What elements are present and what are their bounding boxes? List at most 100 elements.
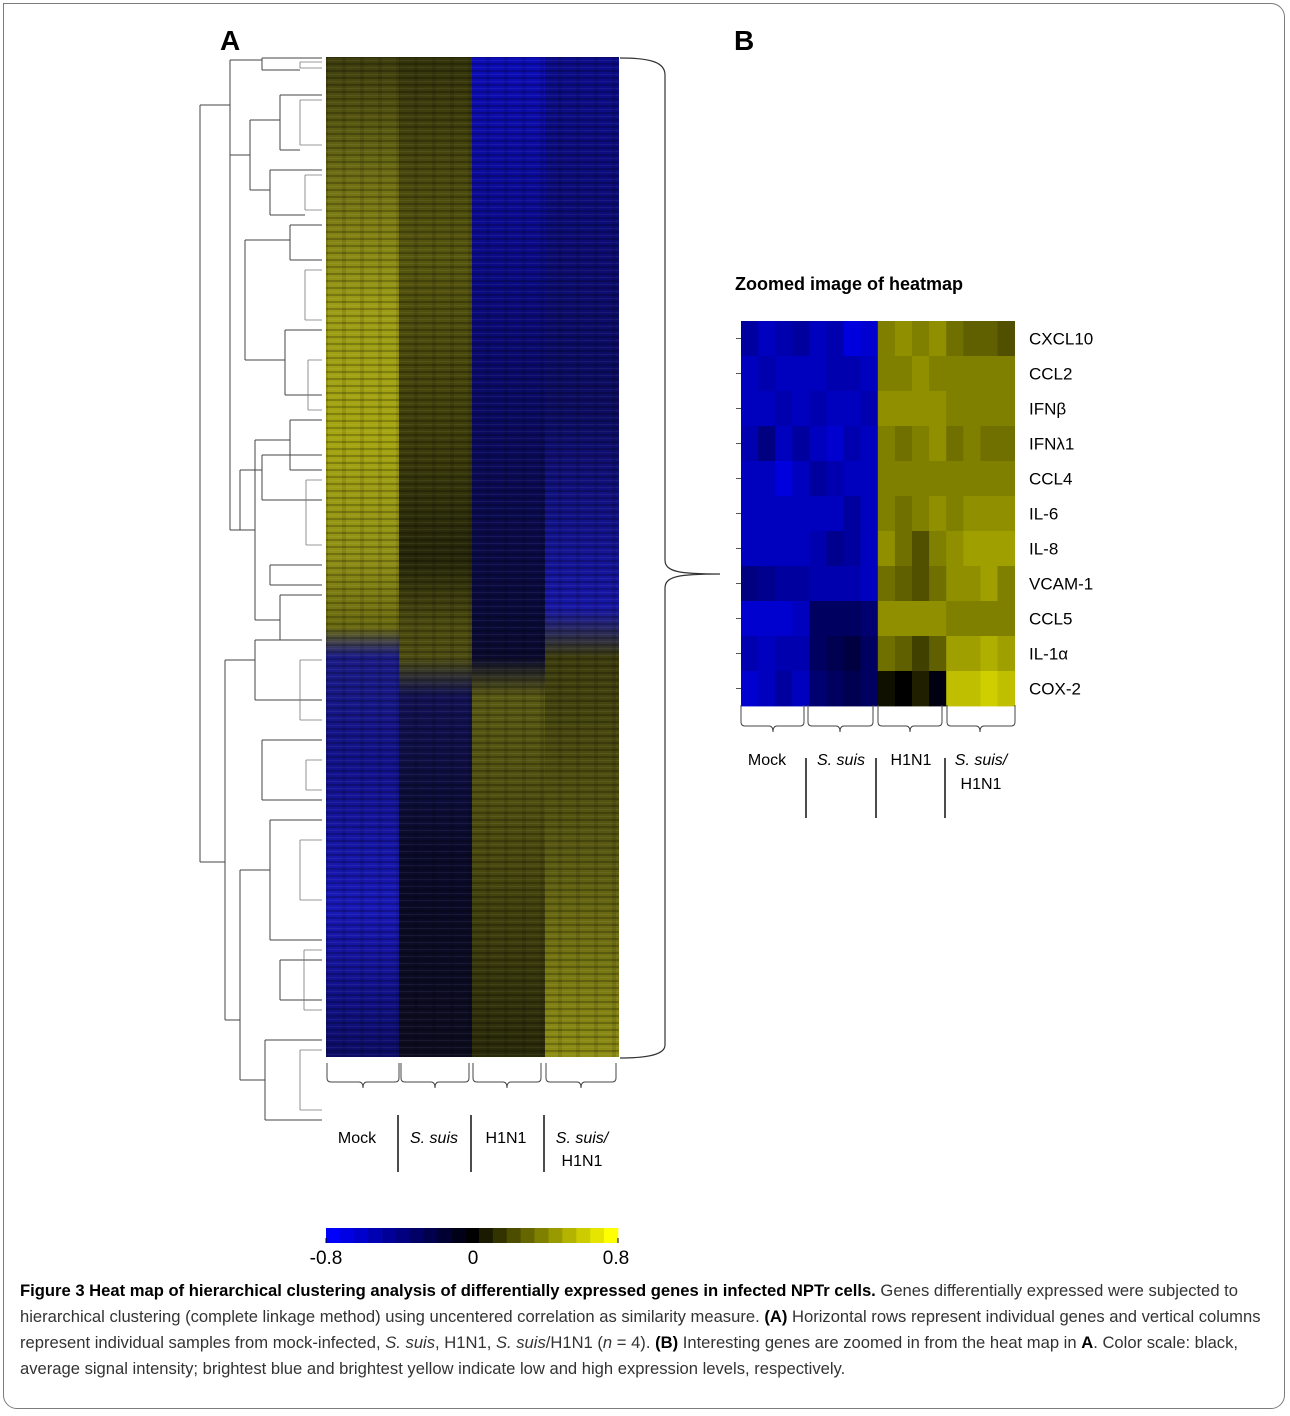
caption-label-a: (A) [764, 1307, 788, 1326]
zoom-cell [912, 671, 930, 707]
zoom-label-combo-1: S. suis/ [955, 752, 1009, 769]
main-label-combo-2: H1N1 [562, 1153, 603, 1170]
zoom-cell [929, 391, 947, 427]
zoom-cell [741, 601, 759, 637]
zoom-cell [997, 461, 1015, 497]
zoom-label-ssuis: S. suis [817, 752, 865, 769]
zoom-cell [758, 636, 776, 672]
zoom-cell [741, 566, 759, 602]
color-scale-swatch [339, 1228, 355, 1243]
zoom-cell [963, 566, 981, 602]
zoom-cell [809, 601, 827, 637]
zoom-cell [792, 601, 810, 637]
color-scale-bar [326, 1228, 619, 1243]
caption-text-a1: Horizontal rows represent individual gen… [20, 1307, 1261, 1352]
zoom-cell [894, 636, 913, 672]
zoom-cell [997, 566, 1015, 602]
zoom-cell [963, 391, 981, 427]
gene-label: IFNλ1 [1029, 435, 1074, 454]
zoom-cell [929, 496, 947, 532]
color-scale-swatch [437, 1228, 452, 1243]
zoom-cell [775, 426, 793, 462]
zoom-cell [946, 496, 964, 532]
color-scale-swatch [381, 1228, 396, 1243]
zoom-cell [860, 391, 879, 427]
zoom-cell [826, 356, 844, 392]
zoom-cell [980, 531, 998, 567]
zoom-cell [826, 671, 844, 707]
zoom-cell [980, 321, 998, 357]
zoom-cell [980, 566, 998, 602]
zoom-cell [843, 426, 862, 462]
color-scale-swatch [367, 1228, 382, 1243]
zoom-cell [929, 356, 947, 392]
zoom-label-mock: Mock [748, 752, 787, 769]
zoom-cell [946, 356, 964, 392]
color-scale-swatch [478, 1228, 494, 1243]
zoom-cell [929, 531, 947, 567]
zoom-cell [860, 496, 879, 532]
zoom-heatmap [741, 321, 1015, 707]
zoom-cell [741, 356, 759, 392]
zoom-cell [741, 461, 759, 497]
zoom-cell [980, 426, 998, 462]
zoom-cell [860, 601, 879, 637]
color-scale-mid: 0 [468, 1248, 479, 1269]
zoom-cell [963, 461, 981, 497]
zoom-cell [894, 391, 913, 427]
zoom-cell [912, 496, 930, 532]
zoom-cell [775, 391, 793, 427]
zoom-cell [758, 391, 776, 427]
main-heatmap [326, 57, 619, 1057]
zoom-label-h1n1: H1N1 [891, 752, 932, 769]
zoom-cell [741, 321, 759, 357]
zoom-cell [963, 601, 981, 637]
zoom-cell [792, 391, 810, 427]
zoom-cell [860, 356, 879, 392]
zoom-cell [877, 601, 896, 637]
zoom-cell [929, 671, 947, 707]
zoom-cell [792, 671, 810, 707]
zoom-cell [826, 461, 844, 497]
color-scale-swatch [562, 1228, 577, 1243]
zoom-cell [826, 496, 844, 532]
zoom-cell [775, 566, 793, 602]
zoom-cell [946, 531, 964, 567]
zoom-cell [775, 321, 793, 357]
zoom-cell [912, 391, 930, 427]
zoom-cell [946, 391, 964, 427]
panel-a-label: A [220, 25, 240, 56]
zoom-cell [946, 601, 964, 637]
zoom-cell [843, 566, 862, 602]
zoom-cell [775, 356, 793, 392]
zoom-row-ticks [736, 338, 741, 689]
zoom-cell [877, 461, 896, 497]
zoom-cell [980, 356, 998, 392]
zoom-cell [963, 356, 981, 392]
main-group-braces [326, 1063, 617, 1089]
zoom-cell [912, 566, 930, 602]
main-label-mock: Mock [338, 1130, 377, 1147]
gene-label: IL-8 [1029, 540, 1058, 559]
zoom-cell [826, 601, 844, 637]
gene-label: IFNβ [1029, 400, 1066, 419]
zoom-cell [877, 636, 896, 672]
zoom-cell [860, 461, 879, 497]
zoom-cell [997, 321, 1015, 357]
main-label-h1n1: H1N1 [486, 1130, 527, 1147]
zoom-cell [929, 566, 947, 602]
zoom-cell [843, 391, 862, 427]
zoom-cell [946, 566, 964, 602]
zoom-cell [843, 636, 862, 672]
gene-label: IL-1α [1029, 645, 1068, 664]
caption-text-a2: , H1N1, [435, 1333, 492, 1352]
color-scale-swatch [534, 1228, 549, 1243]
zoom-cell [963, 496, 981, 532]
gene-label: COX-2 [1029, 680, 1081, 699]
zoom-cell [877, 566, 896, 602]
caption-text-a3: /H1N1 ( [545, 1333, 603, 1352]
color-scale-swatch [548, 1228, 563, 1243]
main-group-separators [397, 1115, 545, 1172]
zoom-cell [929, 426, 947, 462]
zoom-cell [929, 636, 947, 672]
